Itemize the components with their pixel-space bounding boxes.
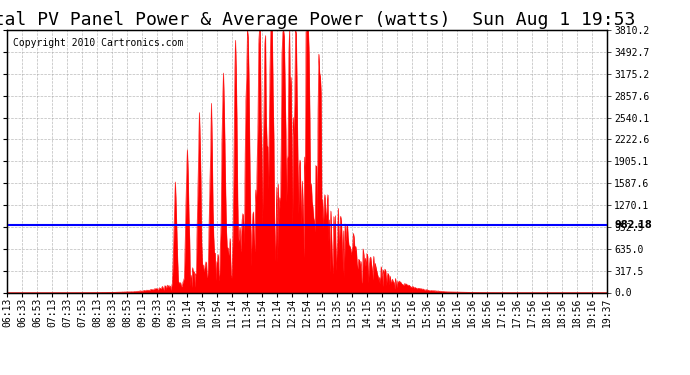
Text: Copyright 2010 Cartronics.com: Copyright 2010 Cartronics.com bbox=[13, 38, 184, 48]
Text: 982.18: 982.18 bbox=[614, 220, 652, 230]
Text: Total PV Panel Power & Average Power (watts)  Sun Aug 1 19:53: Total PV Panel Power & Average Power (wa… bbox=[0, 11, 635, 29]
